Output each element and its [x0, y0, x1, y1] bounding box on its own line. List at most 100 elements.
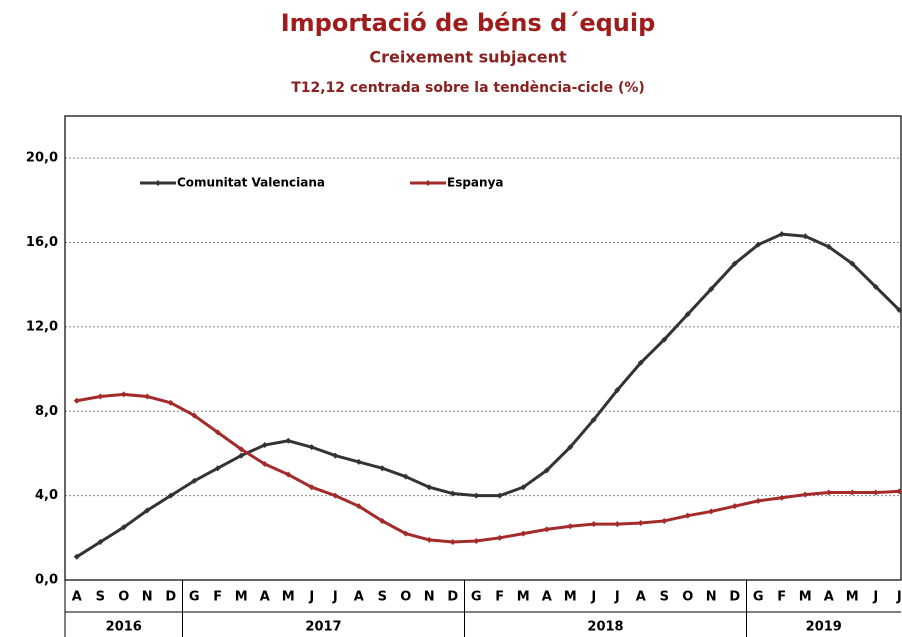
point-marker	[144, 393, 151, 400]
point-marker	[402, 530, 409, 537]
x-tick-label: M	[799, 590, 812, 605]
x-tick-label: M	[282, 590, 295, 605]
point-marker	[825, 243, 832, 250]
point-marker	[590, 521, 597, 528]
point-marker	[332, 452, 339, 459]
point-marker	[473, 537, 480, 544]
point-marker	[238, 452, 245, 459]
x-tick-label: N	[706, 590, 717, 605]
x-tick-label: D	[447, 590, 458, 605]
point-marker	[731, 260, 738, 267]
point-marker	[355, 458, 362, 465]
point-marker	[590, 416, 597, 423]
point-marker	[708, 508, 715, 515]
point-marker	[144, 507, 151, 514]
point-marker	[872, 489, 879, 496]
x-tick-label: N	[424, 590, 435, 605]
y-tick-label: 20,0	[26, 151, 58, 166]
x-tick-label: M	[846, 590, 859, 605]
x-tick-label: F	[213, 590, 222, 605]
year-label: 2016	[106, 620, 142, 635]
point-marker	[778, 494, 785, 501]
chart-subtitle: T12,12 centrada sobre la tendència-cicle…	[291, 80, 645, 96]
point-marker	[755, 497, 762, 504]
point-marker	[73, 553, 80, 560]
point-marker	[261, 442, 268, 449]
chart-subtitle: Creixement subjacent	[369, 48, 567, 67]
point-marker	[614, 521, 621, 528]
x-tick-label: M	[564, 590, 577, 605]
x-tick-label: N	[142, 590, 153, 605]
point-marker	[637, 359, 644, 366]
point-marker	[496, 492, 503, 499]
point-marker	[402, 473, 409, 480]
point-marker	[849, 260, 856, 267]
x-tick-label: J	[614, 590, 620, 605]
point-marker	[214, 465, 221, 472]
point-marker	[755, 241, 762, 248]
y-tick-label: 4,0	[35, 488, 58, 503]
point-marker	[191, 477, 198, 484]
point-marker	[332, 492, 339, 499]
x-tick-label: J	[896, 590, 902, 605]
point-marker	[637, 520, 644, 527]
point-marker	[567, 523, 574, 530]
x-tick-label: J	[308, 590, 314, 605]
point-marker	[802, 491, 809, 498]
series-line	[76, 392, 900, 544]
point-marker	[355, 503, 362, 510]
x-tick-label: A	[636, 590, 646, 605]
point-marker	[214, 429, 221, 436]
point-marker	[120, 391, 127, 398]
point-marker	[661, 517, 668, 524]
point-marker	[285, 437, 292, 444]
point-marker	[896, 488, 902, 495]
x-tick-label: M	[517, 590, 530, 605]
y-tick-label: 12,0	[26, 319, 58, 334]
x-tick-label: J	[590, 590, 596, 605]
legend-label: Espanya	[447, 176, 504, 190]
x-tick-label: D	[165, 590, 176, 605]
x-tick-label: A	[542, 590, 552, 605]
legend-label: Comunitat Valenciana	[177, 176, 325, 190]
x-tick-label: D	[729, 590, 740, 605]
series-line	[75, 232, 901, 559]
point-marker	[97, 393, 104, 400]
point-marker	[167, 492, 174, 499]
point-marker	[684, 311, 691, 318]
point-marker	[708, 285, 715, 292]
point-marker	[426, 536, 433, 543]
x-tick-label: J	[872, 590, 878, 605]
point-marker	[191, 412, 198, 419]
point-marker	[120, 524, 127, 531]
point-marker	[379, 517, 386, 524]
point-marker	[379, 465, 386, 472]
point-marker	[567, 444, 574, 451]
point-marker	[778, 231, 785, 238]
x-tick-label: A	[824, 590, 834, 605]
point-marker	[614, 387, 621, 394]
x-tick-label: A	[260, 590, 270, 605]
x-tick-label: G	[471, 590, 482, 605]
point-marker	[872, 283, 879, 290]
legend-marker	[155, 180, 161, 186]
point-marker	[73, 397, 80, 404]
point-marker	[849, 489, 856, 496]
x-tick-label: M	[235, 590, 248, 605]
point-marker	[426, 484, 433, 491]
point-marker	[97, 539, 104, 546]
x-tick-label: O	[118, 590, 129, 605]
x-tick-label: F	[495, 590, 504, 605]
point-marker	[896, 307, 902, 314]
x-tick-label: S	[378, 590, 387, 605]
x-tick-label: G	[189, 590, 200, 605]
x-tick-label: J	[332, 590, 338, 605]
x-tick-label: A	[72, 590, 82, 605]
point-marker	[308, 484, 315, 491]
y-tick-label: 8,0	[35, 404, 58, 419]
x-tick-label: S	[96, 590, 105, 605]
point-marker	[496, 534, 503, 541]
chart-title: Importació de béns d´equip	[281, 9, 656, 37]
point-marker	[520, 484, 527, 491]
